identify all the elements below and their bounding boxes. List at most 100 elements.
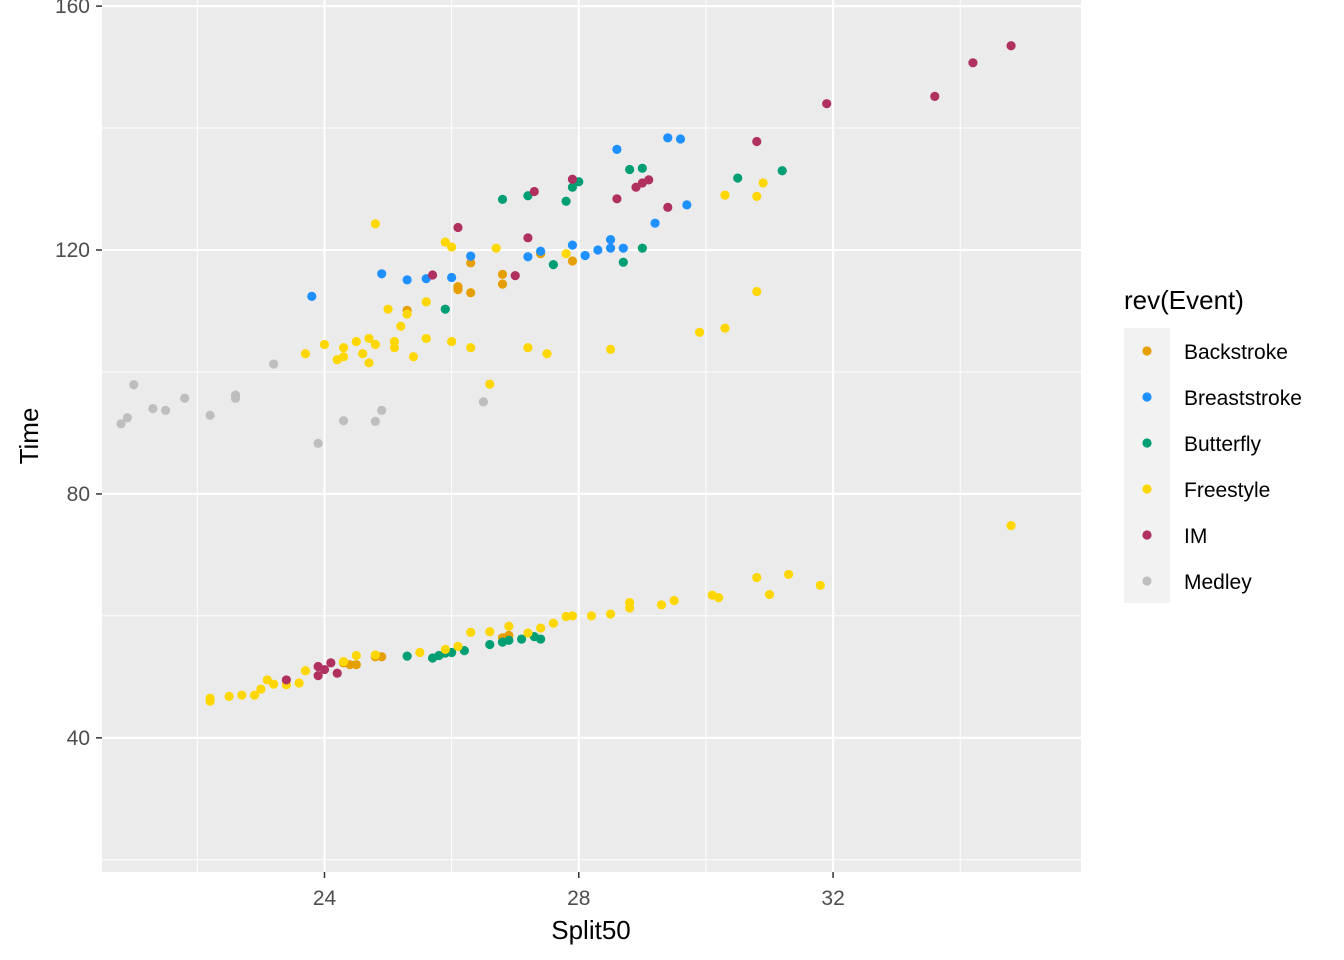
data-point xyxy=(637,163,647,173)
data-point xyxy=(453,285,463,295)
legend-key-im xyxy=(1142,530,1152,540)
data-point xyxy=(427,270,438,280)
data-point xyxy=(510,271,520,281)
series-breaststroke xyxy=(307,133,692,301)
axes: 24 28 32 40 80 120 160 xyxy=(55,0,845,910)
data-point xyxy=(612,144,622,154)
data-point xyxy=(567,182,578,192)
data-point xyxy=(364,358,374,368)
data-point xyxy=(224,691,234,701)
data-point xyxy=(567,611,578,621)
data-point xyxy=(605,344,616,355)
data-point xyxy=(523,252,533,262)
data-point xyxy=(389,342,400,353)
legend-key-breaststroke xyxy=(1142,392,1152,402)
data-point xyxy=(313,671,323,681)
data-point xyxy=(567,240,578,250)
data-point xyxy=(675,134,686,144)
data-point xyxy=(1006,41,1016,51)
series-freestyle xyxy=(205,178,1016,706)
legend-label: Medley xyxy=(1184,571,1252,594)
legend-label: Butterfly xyxy=(1184,433,1262,456)
data-point xyxy=(968,58,978,68)
series-im xyxy=(281,41,1016,685)
data-point xyxy=(466,627,476,637)
data-point xyxy=(237,690,247,700)
data-point xyxy=(523,342,533,353)
data-point xyxy=(605,609,616,619)
data-point xyxy=(447,272,457,283)
data-point xyxy=(548,260,558,270)
data-point xyxy=(447,336,457,347)
data-point xyxy=(256,684,266,694)
data-point xyxy=(783,569,794,580)
legend-label: Freestyle xyxy=(1184,479,1270,502)
data-point xyxy=(466,342,476,353)
data-point xyxy=(351,660,361,670)
y-tick-label: 160 xyxy=(55,0,90,18)
data-point xyxy=(396,321,406,331)
legend-key-freestyle xyxy=(1142,484,1152,494)
data-point xyxy=(129,380,139,390)
data-point xyxy=(625,164,635,175)
data-point xyxy=(593,245,603,255)
data-point xyxy=(561,249,571,259)
data-point xyxy=(294,678,304,688)
data-point xyxy=(548,618,558,628)
data-point xyxy=(453,222,463,233)
data-point xyxy=(383,304,393,314)
data-point xyxy=(497,279,508,289)
data-point xyxy=(523,233,533,243)
data-point xyxy=(720,190,730,200)
data-point xyxy=(714,592,724,603)
data-point xyxy=(777,166,787,176)
data-point xyxy=(815,580,825,590)
data-point xyxy=(752,136,762,147)
data-point xyxy=(752,191,762,201)
data-point xyxy=(351,336,361,347)
data-point xyxy=(319,339,330,350)
data-point xyxy=(478,397,489,407)
data-point xyxy=(612,194,622,204)
data-point xyxy=(822,99,832,109)
y-tick-label: 40 xyxy=(67,727,90,750)
data-point xyxy=(338,657,349,667)
data-point xyxy=(364,333,374,344)
data-point xyxy=(421,297,431,307)
data-point xyxy=(358,349,368,359)
data-point xyxy=(663,202,673,212)
data-point xyxy=(536,246,546,256)
data-point xyxy=(466,258,476,268)
series-medley xyxy=(116,359,489,448)
data-point xyxy=(205,693,215,703)
data-point xyxy=(300,349,311,359)
data-point xyxy=(326,658,336,668)
legend-key-butterfly xyxy=(1142,438,1152,448)
legend: rev(Event) Backstroke Breaststroke Butterf… xyxy=(1124,285,1302,603)
data-point xyxy=(466,251,476,261)
data-point xyxy=(300,666,311,676)
data-point xyxy=(370,650,380,660)
legend-label: Backstroke xyxy=(1184,341,1288,364)
data-point xyxy=(637,243,647,253)
data-point xyxy=(605,243,616,253)
data-point xyxy=(663,133,673,143)
data-point xyxy=(338,352,349,362)
data-point xyxy=(504,635,514,645)
data-point xyxy=(733,173,743,183)
data-point xyxy=(402,275,412,285)
data-point xyxy=(180,393,190,403)
data-point xyxy=(377,405,387,415)
data-point xyxy=(930,91,940,101)
data-point xyxy=(307,291,317,301)
data-point xyxy=(497,269,508,280)
x-tick-label: 28 xyxy=(567,887,590,910)
data-point xyxy=(669,596,679,606)
legend-title: rev(Event) xyxy=(1124,285,1244,315)
data-point xyxy=(516,634,527,644)
data-point xyxy=(402,309,412,319)
y-tick-label: 120 xyxy=(55,239,90,262)
x-tick-label: 32 xyxy=(821,887,844,910)
data-point xyxy=(415,647,425,658)
